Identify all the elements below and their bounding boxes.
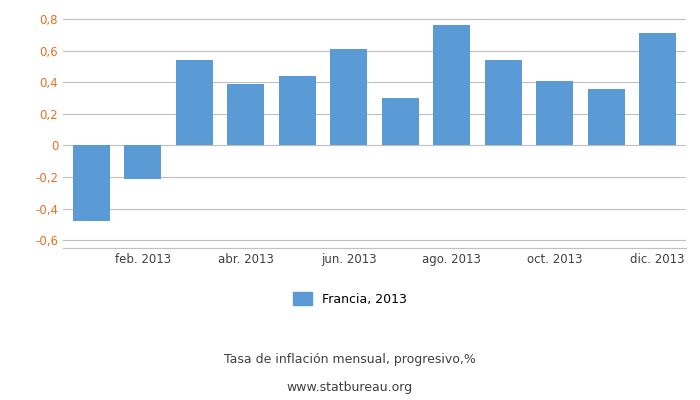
Bar	[73, 146, 110, 221]
Bar	[330, 49, 368, 146]
Bar	[536, 81, 573, 146]
Bar	[176, 60, 213, 146]
Text: Tasa de inflación mensual, progresivo,%: Tasa de inflación mensual, progresivo,%	[224, 354, 476, 366]
Bar	[382, 98, 419, 146]
Bar	[484, 60, 522, 146]
Bar	[279, 76, 316, 146]
Bar	[228, 84, 265, 146]
Legend: Francia, 2013: Francia, 2013	[293, 292, 407, 306]
Bar	[125, 146, 161, 178]
Bar	[639, 33, 676, 146]
Text: www.statbureau.org: www.statbureau.org	[287, 382, 413, 394]
Bar	[433, 26, 470, 146]
Bar	[588, 88, 624, 146]
